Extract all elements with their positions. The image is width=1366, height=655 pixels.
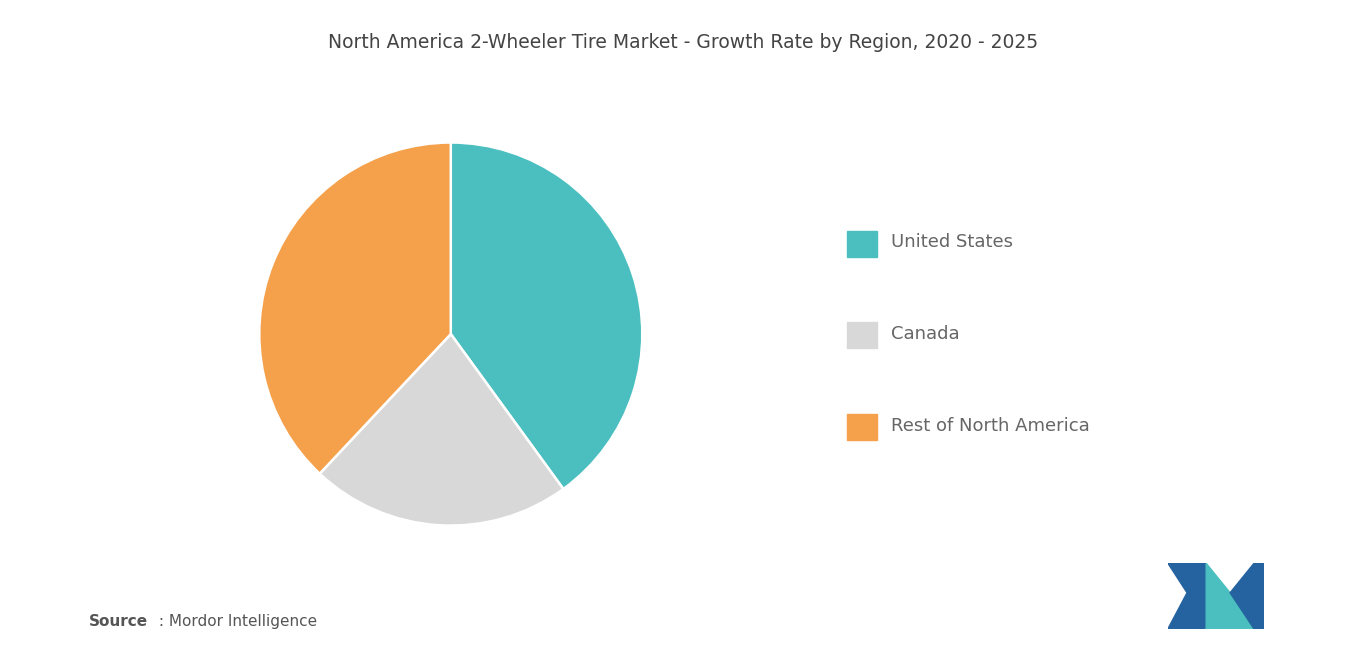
Polygon shape — [1206, 563, 1231, 629]
Polygon shape — [1168, 563, 1206, 629]
Text: Canada: Canada — [891, 325, 959, 343]
Text: United States: United States — [891, 233, 1012, 252]
Text: Rest of North America: Rest of North America — [891, 417, 1089, 435]
Polygon shape — [1206, 593, 1254, 629]
Wedge shape — [451, 143, 642, 489]
Polygon shape — [1231, 563, 1264, 629]
Text: North America 2-Wheeler Tire Market - Growth Rate by Region, 2020 - 2025: North America 2-Wheeler Tire Market - Gr… — [328, 33, 1038, 52]
Wedge shape — [320, 334, 563, 525]
Text: Source: Source — [89, 614, 148, 629]
Wedge shape — [260, 143, 451, 474]
Text: : Mordor Intelligence: : Mordor Intelligence — [154, 614, 317, 629]
